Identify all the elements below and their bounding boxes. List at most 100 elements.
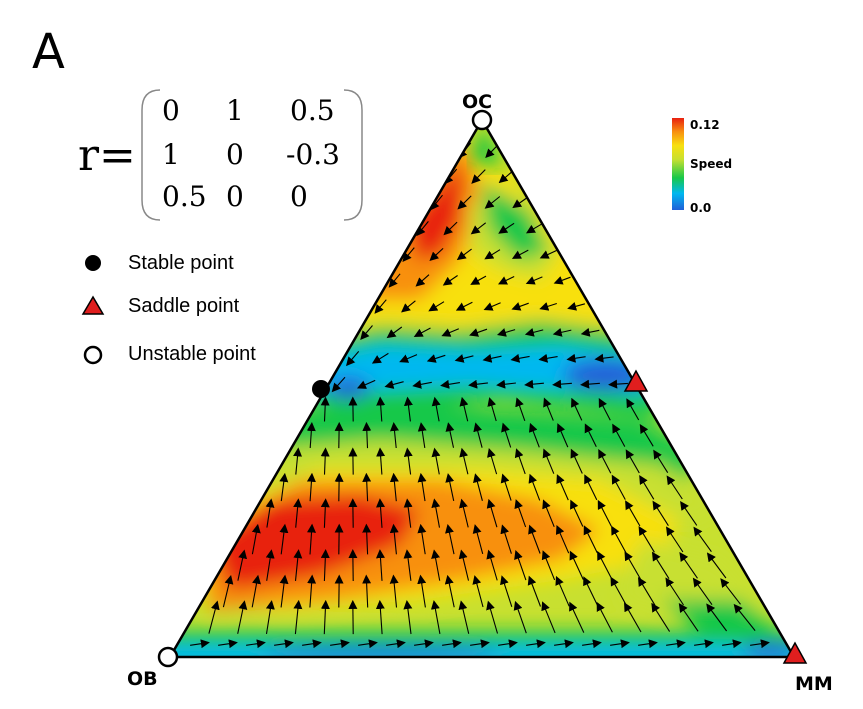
velocity-arrow (484, 196, 501, 209)
velocity-arrow (571, 397, 583, 421)
velocity-arrow (511, 249, 529, 259)
velocity-arrow (307, 574, 317, 608)
velocity-arrow (514, 499, 527, 528)
velocity-arrow (376, 498, 385, 528)
velocity-arrow (455, 301, 473, 311)
velocity-arrow (190, 639, 210, 649)
velocity-arrow (415, 274, 430, 287)
velocity-arrow (360, 325, 373, 341)
velocity-arrow (402, 247, 415, 262)
velocity-arrow (389, 574, 399, 608)
velocity-arrow (279, 523, 289, 555)
colorbar-max-label: 0.12 (690, 118, 720, 132)
velocity-arrow (389, 523, 399, 555)
velocity-arrow (541, 550, 556, 581)
speed-contour-field (170, 120, 794, 657)
velocity-arrow (501, 422, 512, 448)
velocity-arrow (638, 639, 658, 649)
velocity-arrow (358, 639, 378, 649)
velocity-arrow (482, 353, 502, 363)
matrix-cell: 0.5 (290, 94, 335, 127)
velocity-arrow (468, 379, 488, 389)
velocity-arrow (608, 379, 628, 389)
velocity-arrow (302, 639, 322, 649)
velocity-arrow (279, 472, 289, 502)
velocity-arrow (374, 299, 387, 314)
velocity-arrow (469, 328, 488, 337)
velocity-arrow (624, 551, 641, 580)
velocity-arrow (237, 600, 248, 634)
velocity-arrow (471, 169, 486, 184)
velocity-arrow (441, 328, 460, 337)
velocity-arrow (524, 379, 544, 389)
velocity-arrow (470, 275, 487, 285)
matrix-cell: 0 (162, 94, 180, 127)
velocity-arrow (417, 574, 427, 608)
velocity-arrow (330, 639, 350, 649)
velocity-arrow (651, 602, 671, 632)
velocity-arrow (222, 574, 234, 608)
velocity-arrow (611, 525, 627, 553)
velocity-arrow (293, 498, 303, 528)
velocity-arrow (265, 549, 275, 581)
velocity-arrow (510, 353, 530, 363)
velocity-arrow (390, 422, 399, 449)
velocity-arrow (444, 574, 455, 608)
velocity-arrow (401, 300, 416, 313)
velocity-arrow (442, 639, 462, 649)
velocity-arrow (417, 472, 427, 502)
velocity-arrow (362, 472, 372, 502)
velocity-arrow (274, 639, 294, 649)
colorbar-title: Speed (690, 157, 732, 171)
velocity-arrow (651, 551, 670, 579)
legend-label-unstable: Unstable point (128, 343, 256, 365)
velocity-arrow (486, 498, 498, 528)
velocity-arrow (512, 196, 529, 209)
velocity-arrow (652, 500, 669, 526)
legend-label-stable: Stable point (128, 252, 234, 274)
velocity-arrow (525, 276, 543, 285)
velocity-arrow (429, 247, 444, 261)
matrix-cell: 1 (162, 138, 180, 171)
velocity-arrow (528, 473, 541, 501)
colorbar-gradient (672, 118, 684, 210)
velocity-arrow (582, 639, 602, 649)
velocity-arrow (470, 222, 487, 235)
velocity-arrow (362, 574, 372, 608)
velocity-arrow (417, 422, 427, 448)
velocity-arrow (639, 423, 654, 447)
velocity-arrow (511, 302, 529, 311)
velocity-arrow (555, 575, 570, 607)
velocity-arrow (584, 423, 597, 448)
velocity-arrow (678, 603, 699, 632)
velocity-arrow (218, 639, 238, 649)
matrix-left-bracket (141, 89, 161, 221)
velocity-arrow (320, 396, 330, 422)
velocity-arrow (416, 221, 429, 237)
velocity-arrow (543, 397, 554, 421)
velocity-arrow (293, 599, 303, 635)
velocity-arrow (498, 276, 515, 285)
velocity-arrow (552, 327, 572, 337)
velocity-arrow (320, 447, 330, 475)
matrix-lhs: r= (78, 130, 136, 181)
velocity-arrow (403, 447, 413, 475)
velocity-arrow (525, 223, 543, 234)
velocity-arrow (500, 524, 512, 554)
velocity-arrow (570, 499, 584, 527)
velocity-arrow (598, 398, 611, 421)
velocity-arrow (554, 639, 574, 649)
velocity-arrow (457, 195, 472, 210)
velocity-arrow (542, 448, 555, 474)
velocity-arrow (251, 523, 261, 555)
vertex-label-oc: OC (462, 91, 492, 113)
velocity-arrow (487, 447, 498, 475)
velocity-arrow (430, 600, 441, 634)
velocity-arrow (625, 500, 641, 527)
velocity-arrow (694, 639, 714, 649)
velocity-arrow (496, 328, 516, 337)
interaction-matrix-equation: r= 0 1 0.5 1 0 -0.3 0.5 0 0 (78, 89, 363, 221)
matrix-cell: 0.5 (162, 180, 207, 213)
velocity-arrow (666, 639, 686, 649)
